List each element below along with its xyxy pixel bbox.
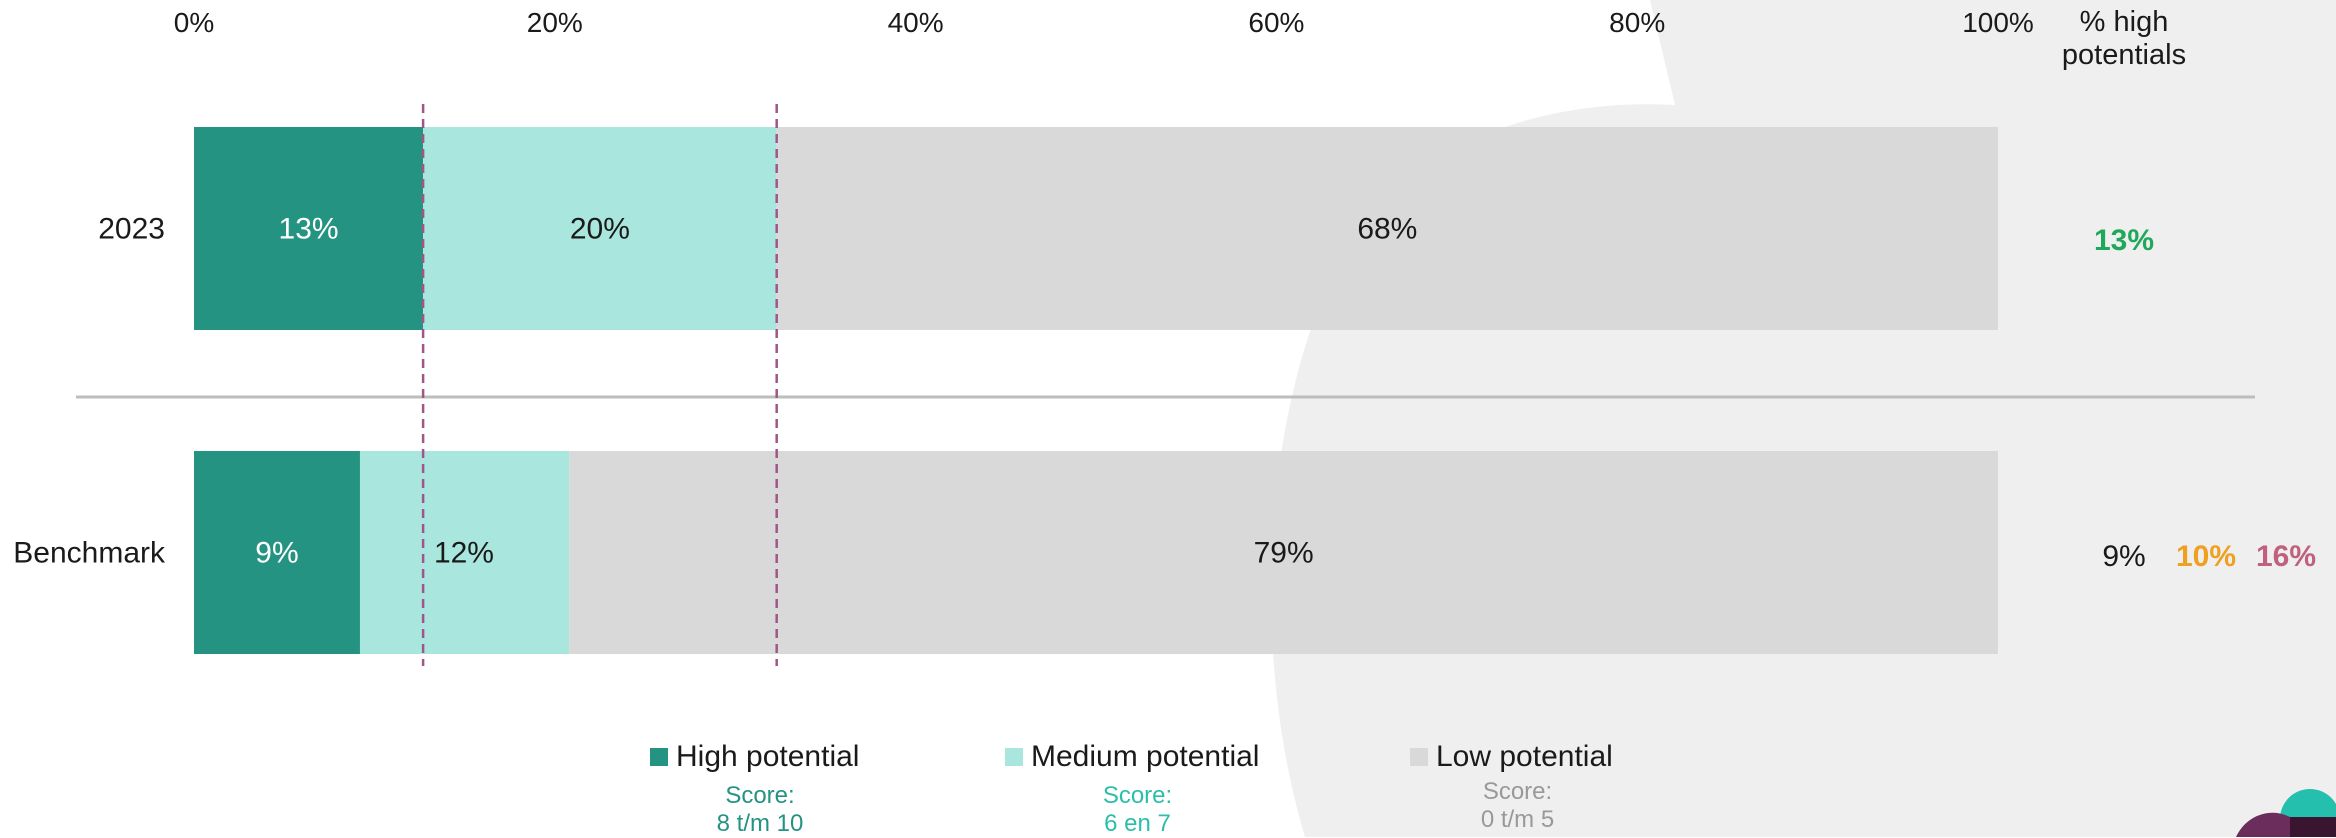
bar-data-label: 20% <box>570 213 630 246</box>
legend-swatch-low <box>1410 748 1428 766</box>
legend-label-medium: Medium potential <box>1031 740 1260 773</box>
legend-score-range-low: 0 t/m 5 <box>1480 806 1555 833</box>
bar-segment-high-potential <box>194 127 424 330</box>
x-tick-label: 60% <box>1248 7 1304 38</box>
x-tick-label: 80% <box>1609 7 1665 38</box>
category-label: Benchmark <box>13 537 166 570</box>
bar-data-label: 79% <box>1254 537 1314 570</box>
legend-score-range-high: 8 t/m 10 <box>716 810 804 837</box>
bar-segment-high-potential <box>194 451 360 654</box>
legend-item-low: Low potential Score: 0 t/m 5 <box>1410 740 1625 834</box>
legend-score-range-medium: 6 en 7 <box>1104 810 1171 837</box>
legend-swatch-high <box>650 748 668 766</box>
right-column-header-line1: % high <box>2080 6 2169 38</box>
high-potential-value: 13% <box>2094 224 2154 257</box>
bar-segment-medium-potential <box>359 451 570 654</box>
bar-data-label: 9% <box>255 537 298 570</box>
bar-data-label: 68% <box>1357 213 1417 246</box>
legend-item-high: High potential Score: 8 t/m 10 <box>650 740 870 838</box>
corner-logo-mark <box>2236 789 2336 837</box>
legend-score-label-high: Score: <box>725 782 795 809</box>
x-tick-label: 40% <box>888 7 944 38</box>
legend-label-low: Low potential <box>1436 740 1613 773</box>
high-potential-value: 9% <box>2102 540 2145 573</box>
legend-score-label-low: Score: <box>1482 778 1553 805</box>
legend-swatch-medium <box>1005 748 1023 766</box>
category-label: 2023 <box>98 213 165 246</box>
legend-score-label-medium: Score: <box>1102 782 1173 809</box>
bar-data-label: 13% <box>279 213 339 246</box>
high-potential-value: 16% <box>2256 540 2316 573</box>
bar-segment-low-potential <box>569 451 1999 654</box>
legend-item-medium: Medium potential Score: 6 en 7 <box>1005 740 1270 838</box>
legend-label-high: High potential <box>676 740 860 773</box>
bar-data-label: 12% <box>434 537 494 570</box>
x-tick-label: 100% <box>1962 7 2034 38</box>
right-column-header-line2: potentials <box>2062 39 2186 71</box>
bar-segment-medium-potential <box>423 127 777 330</box>
x-tick-label: 20% <box>527 7 583 38</box>
x-tick-label: 0% <box>174 7 214 38</box>
high-potential-value: 10% <box>2176 540 2236 573</box>
bar-segment-low-potential <box>776 127 1998 330</box>
